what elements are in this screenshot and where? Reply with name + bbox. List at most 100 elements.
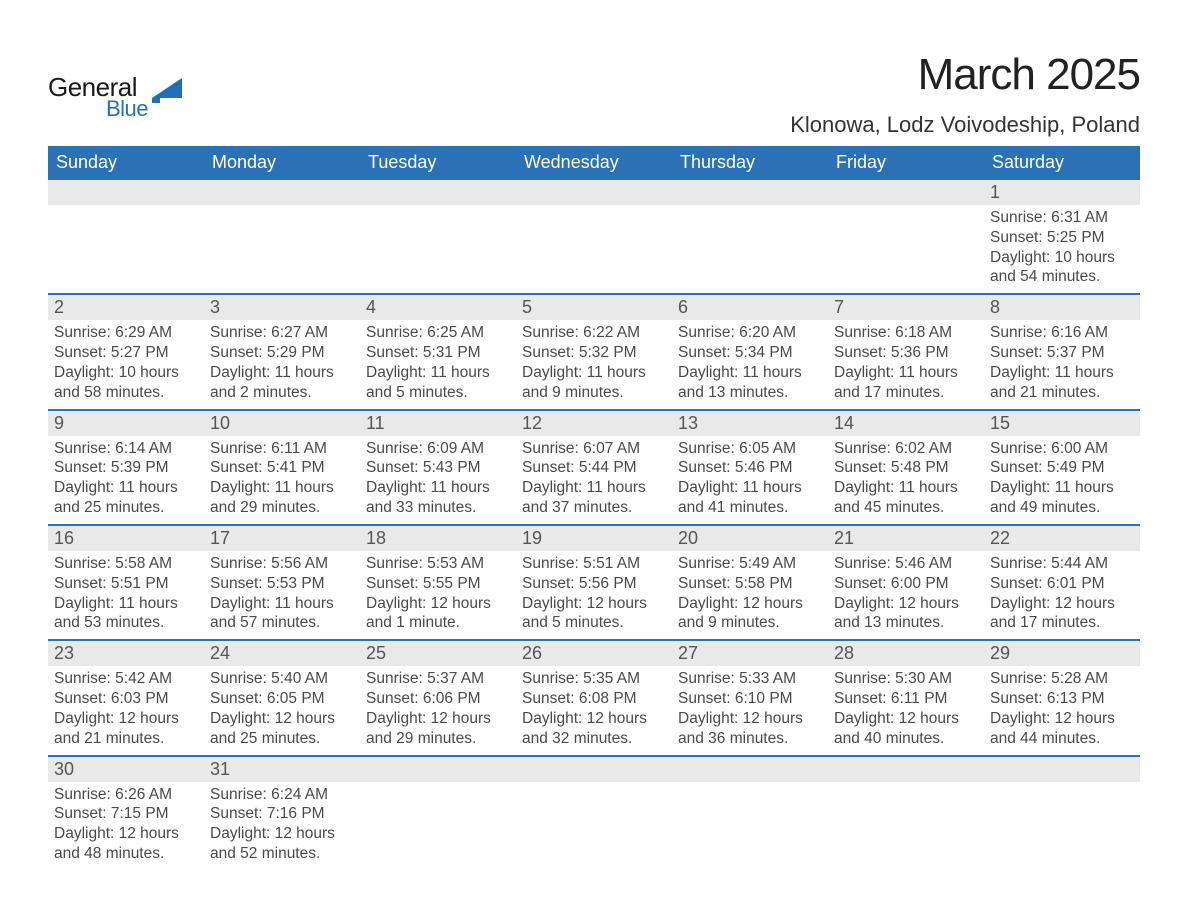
dow-cell: Friday <box>828 146 984 180</box>
day-number: 26 <box>516 641 672 666</box>
sunset-line: Sunset: 5:48 PM <box>834 458 978 478</box>
daylight-line: Daylight: 12 hours and 1 minute. <box>366 594 510 634</box>
day-number: 9 <box>48 411 204 436</box>
day-number: 22 <box>984 526 1140 551</box>
day-cell <box>48 205 204 293</box>
day-cell <box>516 205 672 293</box>
sunset-line: Sunset: 6:08 PM <box>522 689 666 709</box>
sunset-line: Sunset: 5:46 PM <box>678 458 822 478</box>
sunset-line: Sunset: 5:56 PM <box>522 574 666 594</box>
day-number: 25 <box>360 641 516 666</box>
sunrise-line: Sunrise: 6:02 AM <box>834 439 978 459</box>
day-cell <box>984 782 1140 870</box>
day-cell: Sunrise: 6:00 AMSunset: 5:49 PMDaylight:… <box>984 436 1140 524</box>
dow-cell: Thursday <box>672 146 828 180</box>
day-cell: Sunrise: 5:49 AMSunset: 5:58 PMDaylight:… <box>672 551 828 639</box>
day-number: 12 <box>516 411 672 436</box>
day-number <box>672 757 828 782</box>
day-number <box>828 180 984 205</box>
day-cell: Sunrise: 6:07 AMSunset: 5:44 PMDaylight:… <box>516 436 672 524</box>
daylight-line: Daylight: 11 hours and 41 minutes. <box>678 478 822 518</box>
weeks-container: 1Sunrise: 6:31 AMSunset: 5:25 PMDaylight… <box>48 180 1140 870</box>
sunrise-line: Sunrise: 6:14 AM <box>54 439 198 459</box>
day-number: 1 <box>984 180 1140 205</box>
daylight-line: Daylight: 12 hours and 48 minutes. <box>54 824 198 864</box>
daylight-line: Daylight: 12 hours and 9 minutes. <box>678 594 822 634</box>
day-number: 6 <box>672 295 828 320</box>
sunrise-line: Sunrise: 6:31 AM <box>990 208 1134 228</box>
day-number: 24 <box>204 641 360 666</box>
sunrise-line: Sunrise: 6:24 AM <box>210 785 354 805</box>
daylight-line: Daylight: 11 hours and 45 minutes. <box>834 478 978 518</box>
day-number: 15 <box>984 411 1140 436</box>
daylight-line: Daylight: 11 hours and 2 minutes. <box>210 363 354 403</box>
sunrise-line: Sunrise: 5:42 AM <box>54 669 198 689</box>
daylight-line: Daylight: 12 hours and 36 minutes. <box>678 709 822 749</box>
day-cell <box>828 782 984 870</box>
day-cell <box>360 782 516 870</box>
day-number: 16 <box>48 526 204 551</box>
daylight-line: Daylight: 11 hours and 53 minutes. <box>54 594 198 634</box>
sunrise-line: Sunrise: 6:09 AM <box>366 439 510 459</box>
sunset-line: Sunset: 5:37 PM <box>990 343 1134 363</box>
day-cell: Sunrise: 6:20 AMSunset: 5:34 PMDaylight:… <box>672 320 828 408</box>
day-number: 31 <box>204 757 360 782</box>
sunrise-line: Sunrise: 5:56 AM <box>210 554 354 574</box>
daylight-line: Daylight: 11 hours and 37 minutes. <box>522 478 666 518</box>
dow-cell: Tuesday <box>360 146 516 180</box>
day-cell: Sunrise: 6:18 AMSunset: 5:36 PMDaylight:… <box>828 320 984 408</box>
sunset-line: Sunset: 7:16 PM <box>210 804 354 824</box>
sunrise-line: Sunrise: 6:29 AM <box>54 323 198 343</box>
day-cell: Sunrise: 5:28 AMSunset: 6:13 PMDaylight:… <box>984 666 1140 754</box>
detail-row: Sunrise: 5:42 AMSunset: 6:03 PMDaylight:… <box>48 666 1140 754</box>
daylight-line: Daylight: 11 hours and 49 minutes. <box>990 478 1134 518</box>
dow-cell: Saturday <box>984 146 1140 180</box>
day-cell: Sunrise: 6:25 AMSunset: 5:31 PMDaylight:… <box>360 320 516 408</box>
daylight-line: Daylight: 12 hours and 52 minutes. <box>210 824 354 864</box>
day-number: 4 <box>360 295 516 320</box>
detail-row: Sunrise: 5:58 AMSunset: 5:51 PMDaylight:… <box>48 551 1140 639</box>
logo-mark-icon <box>152 76 186 104</box>
day-number <box>516 180 672 205</box>
sunrise-line: Sunrise: 5:58 AM <box>54 554 198 574</box>
day-cell: Sunrise: 6:24 AMSunset: 7:16 PMDaylight:… <box>204 782 360 870</box>
daylight-line: Daylight: 11 hours and 5 minutes. <box>366 363 510 403</box>
day-cell: Sunrise: 5:53 AMSunset: 5:55 PMDaylight:… <box>360 551 516 639</box>
day-number <box>360 757 516 782</box>
day-number: 10 <box>204 411 360 436</box>
sunrise-line: Sunrise: 5:51 AM <box>522 554 666 574</box>
daylight-line: Daylight: 10 hours and 54 minutes. <box>990 248 1134 288</box>
daylight-line: Daylight: 12 hours and 40 minutes. <box>834 709 978 749</box>
sunset-line: Sunset: 6:05 PM <box>210 689 354 709</box>
day-cell: Sunrise: 5:44 AMSunset: 6:01 PMDaylight:… <box>984 551 1140 639</box>
sunset-line: Sunset: 5:39 PM <box>54 458 198 478</box>
sunrise-line: Sunrise: 5:44 AM <box>990 554 1134 574</box>
daylight-line: Daylight: 12 hours and 21 minutes. <box>54 709 198 749</box>
day-cell: Sunrise: 5:40 AMSunset: 6:05 PMDaylight:… <box>204 666 360 754</box>
day-number: 23 <box>48 641 204 666</box>
daylight-line: Daylight: 11 hours and 29 minutes. <box>210 478 354 518</box>
dow-cell: Wednesday <box>516 146 672 180</box>
daylight-line: Daylight: 11 hours and 21 minutes. <box>990 363 1134 403</box>
logo-text: General Blue <box>48 76 148 119</box>
page-title: March 2025 <box>790 50 1140 100</box>
sunrise-line: Sunrise: 6:11 AM <box>210 439 354 459</box>
sunset-line: Sunset: 5:29 PM <box>210 343 354 363</box>
daylight-line: Daylight: 10 hours and 58 minutes. <box>54 363 198 403</box>
day-cell <box>828 205 984 293</box>
day-number <box>828 757 984 782</box>
sunrise-line: Sunrise: 6:18 AM <box>834 323 978 343</box>
logo-line2: Blue <box>48 99 148 119</box>
daylight-line: Daylight: 12 hours and 44 minutes. <box>990 709 1134 749</box>
sunrise-line: Sunrise: 5:30 AM <box>834 669 978 689</box>
daylight-line: Daylight: 11 hours and 13 minutes. <box>678 363 822 403</box>
calendar: SundayMondayTuesdayWednesdayThursdayFrid… <box>48 146 1140 870</box>
sunset-line: Sunset: 5:34 PM <box>678 343 822 363</box>
day-cell: Sunrise: 5:30 AMSunset: 6:11 PMDaylight:… <box>828 666 984 754</box>
day-number <box>204 180 360 205</box>
day-of-week-header: SundayMondayTuesdayWednesdayThursdayFrid… <box>48 146 1140 180</box>
sunrise-line: Sunrise: 5:28 AM <box>990 669 1134 689</box>
daynum-row: 9101112131415 <box>48 409 1140 436</box>
sunset-line: Sunset: 5:44 PM <box>522 458 666 478</box>
sunset-line: Sunset: 5:36 PM <box>834 343 978 363</box>
